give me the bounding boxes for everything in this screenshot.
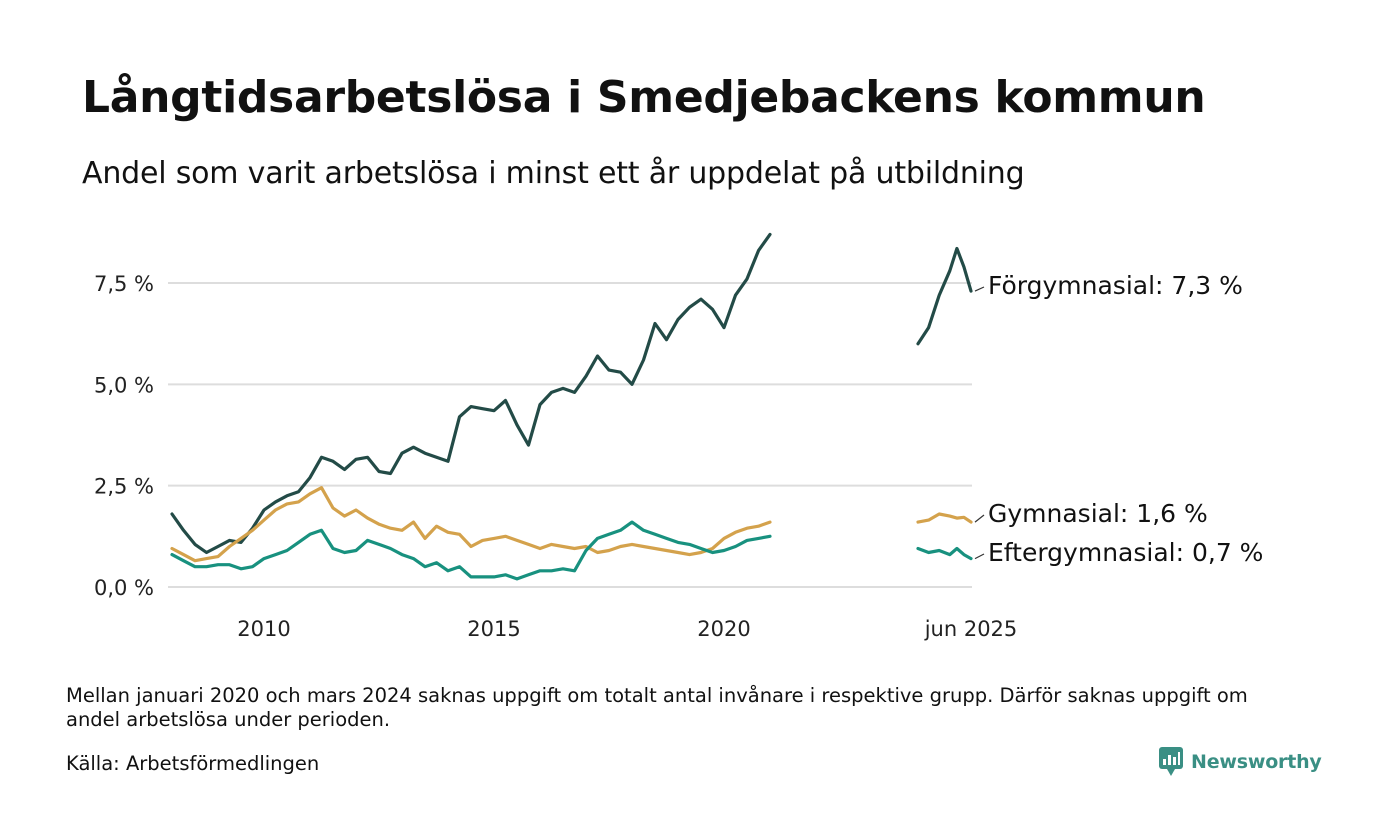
end-label-connector: [974, 286, 985, 292]
x-tick-label: 2015: [467, 617, 520, 641]
series-line-gymnasial-after-break: [916, 512, 973, 524]
line-chart: 0,0 % 2,5 % 5,0 % 7,5 % 2010 2015 2020 jun 202…: [94, 232, 1263, 641]
series-line-f-rgymnasial-before-break: [170, 232, 772, 555]
series-end-labels: Förgymnasial: 7,3 % Gymnasial: 1,6 % Efter…: [974, 271, 1263, 567]
y-tick-label: 2,5 %: [94, 475, 154, 499]
x-axis-ticks: 2010 2015 2020 jun 2025: [237, 617, 1017, 641]
series-line-eftergymnasial-after-break: [916, 546, 973, 561]
y-tick-label: 0,0 %: [94, 576, 154, 600]
y-tick-label: 7,5 %: [94, 272, 154, 296]
x-tick-label: jun 2025: [924, 617, 1018, 641]
series-line-eftergymnasial-before-break: [170, 520, 772, 581]
chart-subtitle: Andel som varit arbetslösa i minst ett å…: [82, 156, 1025, 191]
end-label-connector: [974, 553, 985, 560]
newsworthy-logo-icon: [1159, 747, 1183, 776]
y-axis-ticks: 0,0 % 2,5 % 5,0 % 7,5 %: [94, 272, 154, 600]
series-end-label-f-rgymnasial: Förgymnasial: 7,3 %: [988, 271, 1243, 300]
series-end-label-eftergymnasial: Eftergymnasial: 0,7 %: [988, 538, 1263, 567]
brand-logo: Newsworthy: [1158, 746, 1322, 778]
source-note: Källa: Arbetsförmedlingen: [66, 752, 320, 775]
end-label-connector: [974, 514, 985, 523]
grid-lines: [168, 282, 972, 588]
x-tick-label: 2020: [697, 617, 750, 641]
brand-name: Newsworthy: [1191, 751, 1322, 773]
series-end-label-gymnasial: Gymnasial: 1,6 %: [988, 499, 1208, 528]
x-tick-label: 2010: [237, 617, 290, 641]
chart-title: Långtidsarbetslösa i Smedjebackens kommu…: [82, 72, 1206, 123]
footnote: Mellan januari 2020 och mars 2024 saknas…: [66, 684, 1248, 731]
series-line-f-rgymnasial-after-break: [916, 246, 973, 346]
y-tick-label: 5,0 %: [94, 373, 154, 397]
series-lines: [170, 232, 973, 581]
series-line-gymnasial-before-break: [170, 486, 772, 563]
